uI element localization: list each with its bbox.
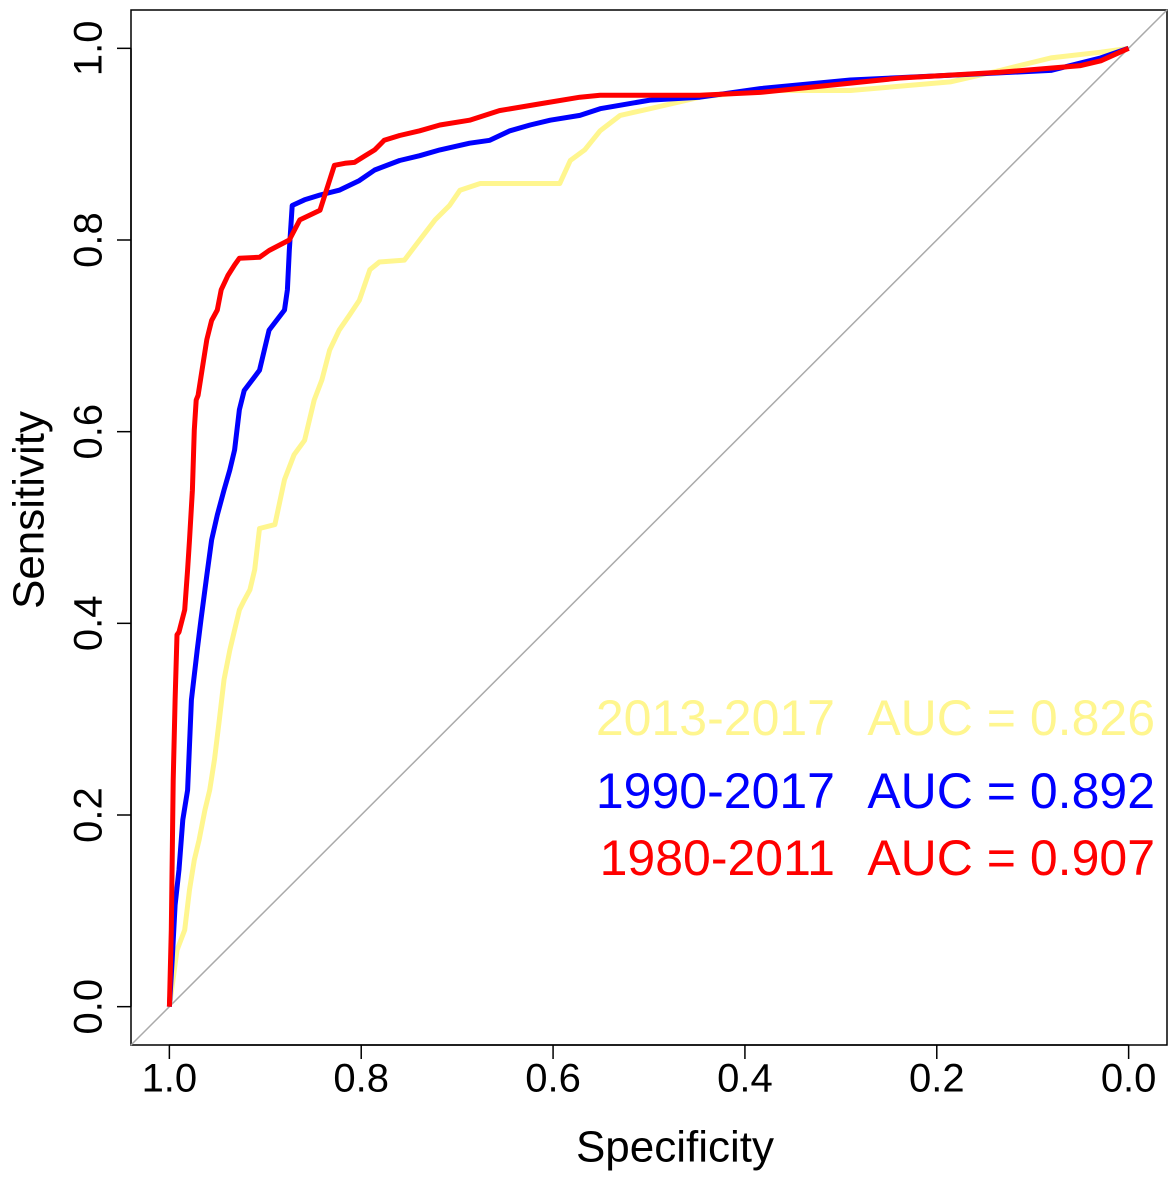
legend-name: 2013-2017 xyxy=(596,690,835,746)
y-axis-title: Sensitivity xyxy=(5,411,54,609)
y-tick-label: 0.0 xyxy=(67,979,111,1035)
reference-diagonal xyxy=(130,9,1168,1046)
x-tick-label: 0.4 xyxy=(717,1057,773,1101)
y-tick-label: 0.2 xyxy=(67,787,111,843)
x-axis-title: Specificity xyxy=(576,1123,774,1172)
legend-auc: AUC = 0.907 xyxy=(867,830,1155,886)
legend-auc: AUC = 0.892 xyxy=(867,763,1155,819)
y-tick-label: 0.4 xyxy=(67,596,111,652)
legend-name: 1980-2011 xyxy=(600,830,835,886)
legend-name: 1990-2017 xyxy=(596,763,835,819)
x-tick-label: 0.6 xyxy=(525,1057,581,1101)
roc-curve xyxy=(166,45,1129,1008)
x-tick-label: 1.0 xyxy=(142,1057,198,1101)
x-tick-label: 0.0 xyxy=(1101,1057,1157,1101)
y-tick-label: 0.6 xyxy=(67,404,111,460)
roc-curve xyxy=(166,45,1130,1007)
legend-auc: AUC = 0.826 xyxy=(867,690,1155,746)
y-tick-label: 0.8 xyxy=(67,212,111,268)
y-tick-label: 1.0 xyxy=(67,21,111,77)
roc-curve xyxy=(166,46,1130,1007)
x-tick-label: 0.2 xyxy=(909,1057,965,1101)
x-tick-label: 0.8 xyxy=(333,1057,389,1101)
